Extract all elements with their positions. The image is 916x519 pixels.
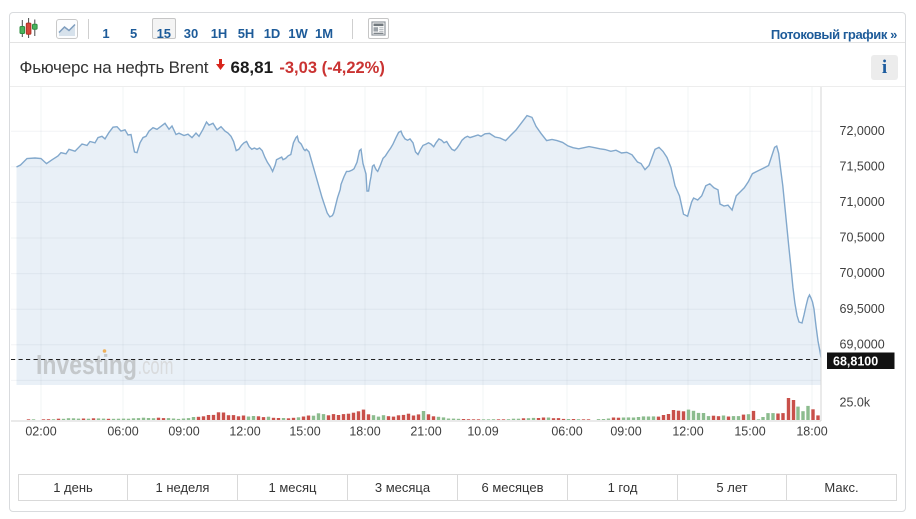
svg-text:21:00: 21:00 — [410, 425, 441, 439]
svg-text:25.0k: 25.0k — [840, 396, 871, 410]
svg-text:09:00: 09:00 — [168, 425, 199, 439]
svg-text:12:00: 12:00 — [672, 425, 703, 439]
svg-text:18:00: 18:00 — [796, 425, 827, 439]
svg-text:70,5000: 70,5000 — [840, 231, 885, 245]
svg-text:12:00: 12:00 — [229, 425, 260, 439]
svg-text:68,8100: 68,8100 — [833, 354, 878, 368]
svg-text:06:00: 06:00 — [551, 425, 582, 439]
svg-text:Investing: Investing — [36, 349, 137, 380]
svg-text:15:00: 15:00 — [734, 425, 765, 439]
svg-text:06:00: 06:00 — [107, 425, 138, 439]
svg-text:02:00: 02:00 — [25, 425, 56, 439]
svg-text:71,5000: 71,5000 — [840, 159, 885, 173]
svg-text:10.09: 10.09 — [467, 425, 498, 439]
svg-text:09:00: 09:00 — [610, 425, 641, 439]
svg-text:69,5000: 69,5000 — [840, 302, 885, 316]
svg-text:15:00: 15:00 — [289, 425, 320, 439]
svg-text:.com: .com — [138, 353, 174, 380]
svg-text:72,0000: 72,0000 — [840, 124, 885, 138]
svg-text:18:00: 18:00 — [349, 425, 380, 439]
svg-text:70,0000: 70,0000 — [840, 266, 885, 280]
svg-text:71,0000: 71,0000 — [840, 195, 885, 209]
svg-text:69,0000: 69,0000 — [840, 337, 885, 351]
